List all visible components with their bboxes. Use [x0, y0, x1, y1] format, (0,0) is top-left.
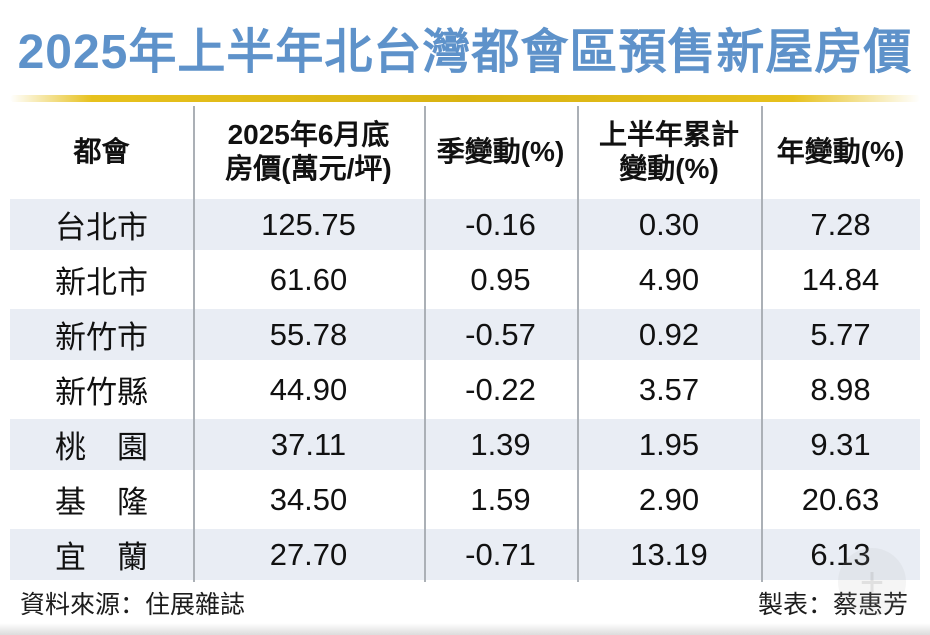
cell-metro: 台北市 — [55, 210, 148, 245]
bottom-edge-shading — [0, 623, 930, 635]
cell-annual-change: 6.13 — [810, 536, 871, 572]
cell-metro: 新竹市 — [55, 320, 148, 355]
column-header-price: 2025年6月底 房價(萬元/坪) — [193, 118, 424, 184]
table-row: 台北市 125.75 -0.16 0.30 7.28 — [10, 197, 920, 252]
data-source-label: 資料來源：住展雜誌 — [20, 591, 246, 619]
table-row: 新竹市 55.78 -0.57 0.92 5.77 — [10, 307, 920, 362]
cell-price: 37.11 — [270, 426, 347, 462]
cell-quarter-change: 1.39 — [470, 426, 531, 462]
cell-price: 55.78 — [269, 316, 348, 352]
column-divider — [577, 106, 579, 582]
column-header-half-line1: 上半年累計 — [598, 119, 739, 151]
cell-quarter-change: -0.71 — [465, 536, 536, 572]
cell-quarter-change: 0.95 — [470, 261, 531, 297]
cell-metro: 桃 園 — [55, 430, 148, 465]
column-divider — [193, 106, 195, 582]
column-header-quarter-change: 季變動(%) — [436, 135, 565, 167]
cell-price: 125.75 — [261, 206, 356, 242]
cell-metro: 宜 蘭 — [55, 540, 148, 575]
cell-price: 61.60 — [269, 261, 348, 297]
cell-price: 27.70 — [269, 536, 348, 572]
cell-metro: 新竹縣 — [55, 375, 148, 410]
cell-half-year-change: 2.90 — [638, 481, 700, 517]
column-header-annual-change: 年變動(%) — [776, 135, 905, 167]
gold-divider-line — [10, 95, 920, 102]
column-header-half-line2: 變動(%) — [619, 152, 719, 184]
column-header-price-line1: 2025年6月底 — [227, 119, 390, 151]
table-row: 宜 蘭 27.70 -0.71 13.19 6.13 — [10, 527, 920, 582]
table-row: 桃 園 37.11 1.39 1.95 9.31 — [10, 417, 920, 472]
cell-annual-change: 5.77 — [810, 316, 871, 352]
cell-annual-change: 9.31 — [810, 426, 871, 462]
table-header-row: 都會 2025年6月底 房價(萬元/坪) 季變動(%) 上半年累計 變動(%) … — [10, 106, 920, 197]
cell-quarter-change: -0.22 — [465, 371, 536, 407]
cell-quarter-change: 1.59 — [470, 481, 531, 517]
cell-annual-change: 14.84 — [801, 261, 880, 297]
column-header-metro: 都會 — [73, 135, 130, 167]
cell-price: 44.90 — [269, 371, 348, 407]
cell-price: 34.50 — [269, 481, 348, 517]
table-row: 基 隆 34.50 1.59 2.90 20.63 — [10, 472, 920, 527]
cell-metro: 基 隆 — [55, 485, 148, 520]
cell-half-year-change: 0.92 — [638, 316, 700, 352]
column-header-half-year-change: 上半年累計 變動(%) — [577, 118, 761, 184]
cell-half-year-change: 0.30 — [638, 206, 700, 242]
table-row: 新北市 61.60 0.95 4.90 14.84 — [10, 252, 920, 307]
table-creator-label: 製表：蔡惠芳 — [757, 591, 908, 619]
column-divider — [424, 106, 426, 582]
house-price-table: 都會 2025年6月底 房價(萬元/坪) 季變動(%) 上半年累計 變動(%) … — [10, 106, 920, 582]
column-header-price-line2: 房價(萬元/坪) — [225, 152, 392, 184]
cell-half-year-change: 4.90 — [638, 261, 700, 297]
cell-metro: 新北市 — [55, 265, 148, 300]
cell-annual-change: 20.63 — [801, 481, 880, 517]
column-divider — [761, 106, 763, 582]
cell-annual-change: 7.28 — [810, 206, 871, 242]
table-row: 新竹縣 44.90 -0.22 3.57 8.98 — [10, 362, 920, 417]
cell-half-year-change: 3.57 — [638, 371, 700, 407]
cell-half-year-change: 1.95 — [638, 426, 700, 462]
cell-annual-change: 8.98 — [810, 371, 871, 407]
cell-quarter-change: -0.57 — [465, 316, 536, 352]
page-title: 2025年上半年北台灣都會區預售新屋房價 — [17, 26, 913, 79]
cell-quarter-change: -0.16 — [465, 206, 536, 242]
cell-half-year-change: 13.19 — [630, 536, 708, 572]
